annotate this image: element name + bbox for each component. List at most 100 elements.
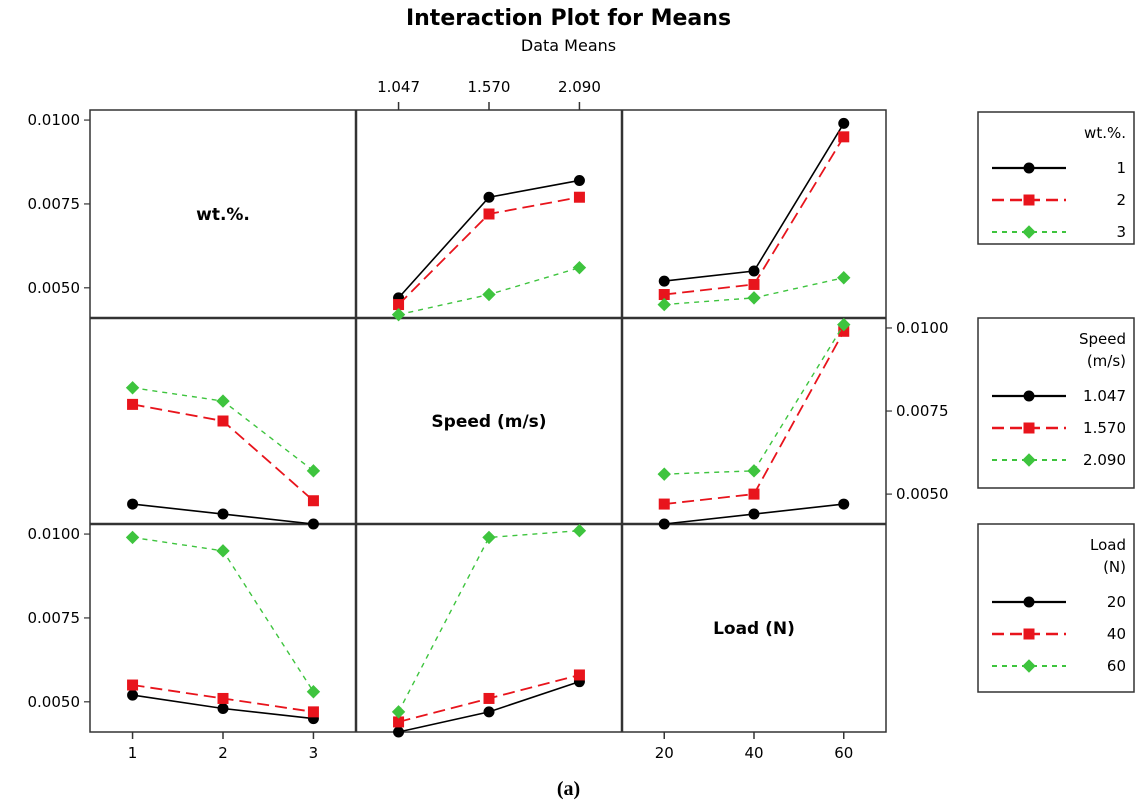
x-top-tick-label: 2.090 bbox=[558, 78, 601, 96]
legend-box bbox=[977, 111, 1135, 245]
legend-entry-label: 2 bbox=[1116, 191, 1126, 209]
legend-marker bbox=[1023, 422, 1035, 434]
legend-title: (m/s) bbox=[1087, 352, 1126, 370]
data-point bbox=[748, 488, 760, 500]
y-tick-label: 0.0050 bbox=[28, 279, 81, 297]
x-bottom-tick-label: 40 bbox=[744, 744, 763, 762]
data-point bbox=[125, 530, 140, 545]
data-point bbox=[838, 498, 850, 510]
y-tick-label: 0.0075 bbox=[28, 195, 81, 213]
x-top-tick-label: 1.570 bbox=[468, 78, 511, 96]
legend-marker bbox=[1022, 453, 1036, 467]
legend-marker bbox=[1023, 596, 1035, 608]
data-point bbox=[217, 703, 229, 715]
data-point bbox=[838, 131, 850, 143]
data-point bbox=[307, 518, 319, 530]
data-point bbox=[306, 685, 321, 699]
legend-entry-label: 1.570 bbox=[1083, 419, 1126, 437]
data-point bbox=[306, 464, 321, 478]
data-point bbox=[216, 544, 230, 558]
x-bottom-tick-label: 20 bbox=[655, 744, 674, 762]
legends: wt.%. 1 2 3 Speed (m/s) 1.047 1.570 2.090 Load (N)… bbox=[977, 111, 1135, 693]
data-point bbox=[658, 275, 670, 287]
y-tick-label: 0.0100 bbox=[28, 111, 81, 129]
data-point bbox=[125, 381, 140, 395]
legend-title: wt.%. bbox=[1084, 124, 1126, 142]
data-point bbox=[658, 518, 670, 530]
data-point bbox=[657, 467, 671, 481]
legend-entry-label: 60 bbox=[1107, 657, 1126, 675]
legend-entry-label: 1 bbox=[1116, 159, 1126, 177]
legend-title: (N) bbox=[1103, 558, 1126, 576]
data-point bbox=[391, 705, 406, 719]
series bbox=[125, 117, 851, 738]
legend-entry-label: 20 bbox=[1107, 593, 1126, 611]
series-line bbox=[132, 536, 315, 693]
x-bottom-tick-label: 60 bbox=[834, 744, 853, 762]
data-point bbox=[573, 174, 585, 186]
data-point bbox=[217, 508, 229, 520]
legend-marker bbox=[1022, 659, 1036, 673]
data-point bbox=[217, 692, 229, 704]
y-tick-label: 0.0100 bbox=[28, 525, 81, 543]
legend-marker bbox=[1023, 162, 1035, 174]
chart-subtitle: Data Means bbox=[520, 36, 617, 55]
data-point bbox=[127, 689, 139, 701]
data-point bbox=[483, 191, 495, 203]
data-point bbox=[307, 706, 319, 718]
panel-grid bbox=[89, 109, 887, 733]
diagonal-label: Speed (m/s) bbox=[431, 412, 546, 432]
data-point bbox=[573, 669, 585, 681]
legend-box bbox=[977, 523, 1135, 693]
legend-entry-label: 1.047 bbox=[1083, 387, 1126, 405]
data-point bbox=[127, 398, 139, 410]
data-point bbox=[837, 317, 851, 332]
figure-caption: (a) bbox=[556, 778, 581, 800]
y-tick-label: 0.0075 bbox=[896, 402, 949, 420]
x-bottom-tick-label: 2 bbox=[218, 744, 228, 762]
diagonal-label: Load (N) bbox=[713, 619, 795, 639]
data-point bbox=[216, 394, 230, 408]
data-point bbox=[838, 117, 850, 129]
legend-marker bbox=[1023, 194, 1035, 206]
legend-title: Speed bbox=[1079, 330, 1126, 348]
data-point bbox=[573, 191, 585, 203]
data-point bbox=[837, 271, 851, 285]
chart-title: Interaction Plot for Means bbox=[405, 6, 732, 31]
data-point bbox=[127, 679, 139, 691]
axes: wt.%. Speed (m/s) Load (N) 0.0050 0.0075 0.01… bbox=[28, 78, 949, 762]
data-point bbox=[482, 530, 496, 545]
data-point bbox=[748, 508, 760, 520]
legend-marker bbox=[1023, 390, 1035, 402]
series-line bbox=[664, 330, 845, 505]
x-top-tick-label: 1.047 bbox=[377, 78, 420, 96]
data-point bbox=[217, 415, 229, 427]
data-point bbox=[483, 208, 495, 220]
legend-entry-label: 2.090 bbox=[1083, 451, 1126, 469]
legend-entry-label: 3 bbox=[1116, 223, 1126, 241]
data-point bbox=[483, 692, 495, 704]
data-point bbox=[482, 287, 496, 302]
data-point bbox=[572, 524, 587, 538]
data-point bbox=[748, 278, 760, 290]
legend-entry-label: 40 bbox=[1107, 625, 1126, 643]
x-bottom-tick-label: 3 bbox=[309, 744, 319, 762]
y-tick-label: 0.0075 bbox=[28, 609, 81, 627]
data-point bbox=[658, 498, 670, 510]
panel-frame bbox=[89, 109, 887, 733]
data-point bbox=[127, 498, 139, 510]
series-line bbox=[397, 530, 580, 713]
data-point bbox=[572, 260, 587, 275]
legend-title: Load bbox=[1090, 536, 1126, 554]
data-point bbox=[391, 307, 406, 322]
legend-marker bbox=[1022, 225, 1036, 239]
data-point bbox=[307, 495, 319, 507]
series-line bbox=[664, 324, 845, 475]
x-bottom-tick-label: 1 bbox=[128, 744, 138, 762]
y-tick-label: 0.0050 bbox=[896, 485, 949, 503]
legend-marker bbox=[1023, 628, 1035, 640]
y-tick-label: 0.0050 bbox=[28, 693, 81, 711]
data-point bbox=[747, 464, 761, 478]
data-point bbox=[657, 297, 671, 312]
